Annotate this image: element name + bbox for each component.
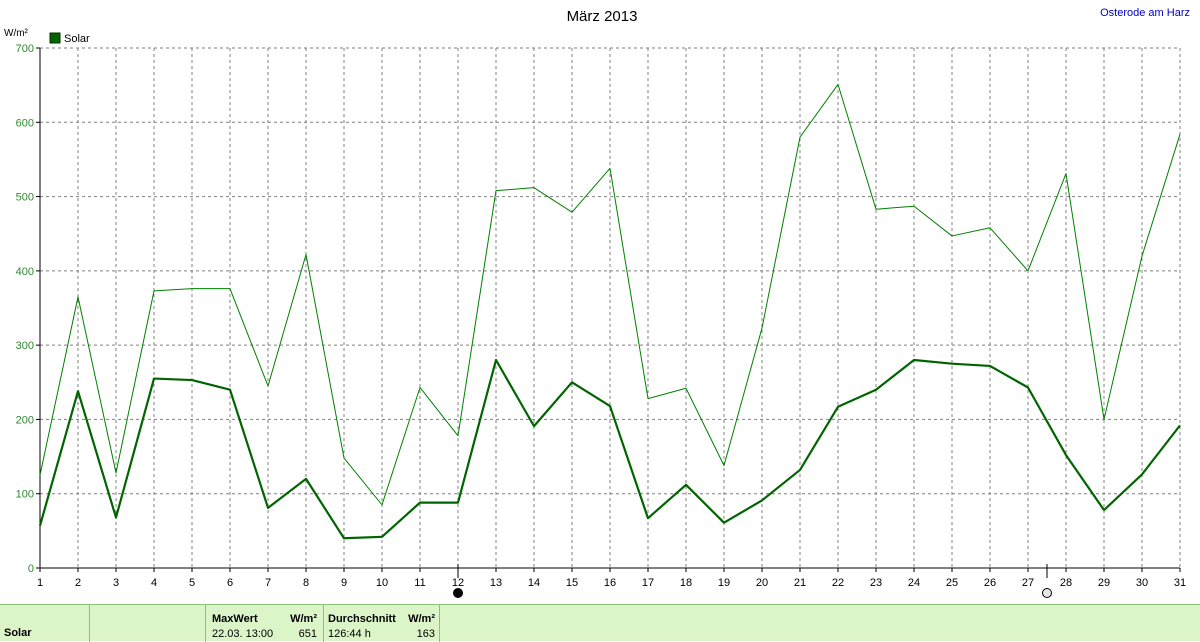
x-tick-label: 14 <box>528 577 540 589</box>
legend-swatch <box>49 32 61 44</box>
grid <box>36 47 1181 572</box>
x-tick-label: 29 <box>1098 577 1110 589</box>
x-tick-label: 26 <box>984 577 996 589</box>
x-tick-label: 21 <box>794 577 806 589</box>
x-tick-label: 4 <box>151 577 157 589</box>
x-tick-label: 17 <box>642 577 654 589</box>
y-tick-label: 400 <box>16 266 34 278</box>
y-tick-label: 700 <box>16 43 34 55</box>
x-tick-label: 16 <box>604 577 616 589</box>
y-tick-label: 300 <box>16 340 34 352</box>
x-tick-label: 23 <box>870 577 882 589</box>
y-tick-label: 600 <box>16 117 34 129</box>
y-tick-label: 500 <box>16 192 34 204</box>
stats-max-cell: MaxWert W/m² 22.03. 13:00 651 <box>206 605 324 642</box>
stats-max-unit: W/m² <box>290 613 317 625</box>
x-tick-label: 22 <box>832 577 844 589</box>
x-tick-label: 7 <box>265 577 271 589</box>
stats-avg-unit: W/m² <box>408 613 435 625</box>
legend-label: Solar <box>64 33 90 45</box>
x-tick-label: 3 <box>113 577 119 589</box>
stats-avg-header: Durchschnitt <box>328 613 396 625</box>
new-moon-icon <box>453 588 463 598</box>
y-tick-label: 0 <box>28 563 34 575</box>
x-tick-label: 15 <box>566 577 578 589</box>
x-tick-label: 13 <box>490 577 502 589</box>
x-tick-label: 11 <box>414 577 425 589</box>
x-tick-label: 12 <box>452 577 464 589</box>
series <box>38 83 1181 540</box>
chart: 1 2 3 4 5 6 7 8 9 10 11 12 13 14 15 16 17 18 19 20 21 22 23 24 2… <box>4 7 1190 598</box>
stats-avg-cell: Durchschnitt W/m² 126:44 h 163 <box>324 605 440 642</box>
stats-max-header: MaxWert <box>212 613 258 625</box>
stats-spacer-cell <box>90 605 206 642</box>
x-tick-label: 18 <box>680 577 692 589</box>
stats-max-value: 651 <box>298 628 317 640</box>
stats-series-cell: Solar <box>0 605 90 642</box>
chart-title: März 2013 <box>567 8 638 25</box>
x-tick-label: 28 <box>1060 577 1072 589</box>
x-tick-label: 27 <box>1022 577 1034 589</box>
x-tick-label: 19 <box>718 577 730 589</box>
stats-avg-duration: 126:44 h <box>328 628 371 640</box>
series-line-thin <box>39 83 1181 506</box>
y-tick-label: 200 <box>16 414 34 426</box>
x-tick-label: 5 <box>189 577 195 589</box>
x-tick-label: 24 <box>908 577 920 589</box>
stats-series-label: Solar <box>4 627 32 639</box>
x-tick-label: 25 <box>946 577 958 589</box>
y-unit-label: W/m² <box>4 28 29 39</box>
full-moon-icon <box>1042 588 1052 598</box>
x-tick-label: 20 <box>756 577 768 589</box>
x-tick-label: 10 <box>376 577 388 589</box>
x-tick-label: 30 <box>1136 577 1148 589</box>
x-tick-label: 1 <box>37 577 43 589</box>
x-tick-label: 9 <box>341 577 347 589</box>
series-line-thick <box>38 358 1181 540</box>
x-tick-label: 2 <box>75 577 81 589</box>
stats-panel: Solar MaxWert W/m² 22.03. 13:00 651 Durc… <box>0 604 1200 642</box>
y-tick-labels: 0 100 200 300 400 500 600 700 <box>16 43 34 575</box>
x-tick-labels: 1 2 3 4 5 6 7 8 9 10 11 12 13 14 15 16 17 18 19 20 21 22 23 24 2… <box>37 577 1186 589</box>
moon-phase-markers <box>453 564 1052 598</box>
y-tick-label: 100 <box>16 489 34 501</box>
stats-max-datetime: 22.03. 13:00 <box>212 628 274 640</box>
stats-avg-value: 163 <box>416 628 435 640</box>
x-tick-label: 8 <box>303 577 309 589</box>
x-tick-label: 31 <box>1174 577 1186 589</box>
axes <box>39 48 1180 569</box>
x-tick-label: 6 <box>227 577 233 589</box>
location-label[interactable]: Osterode am Harz <box>1100 7 1190 19</box>
